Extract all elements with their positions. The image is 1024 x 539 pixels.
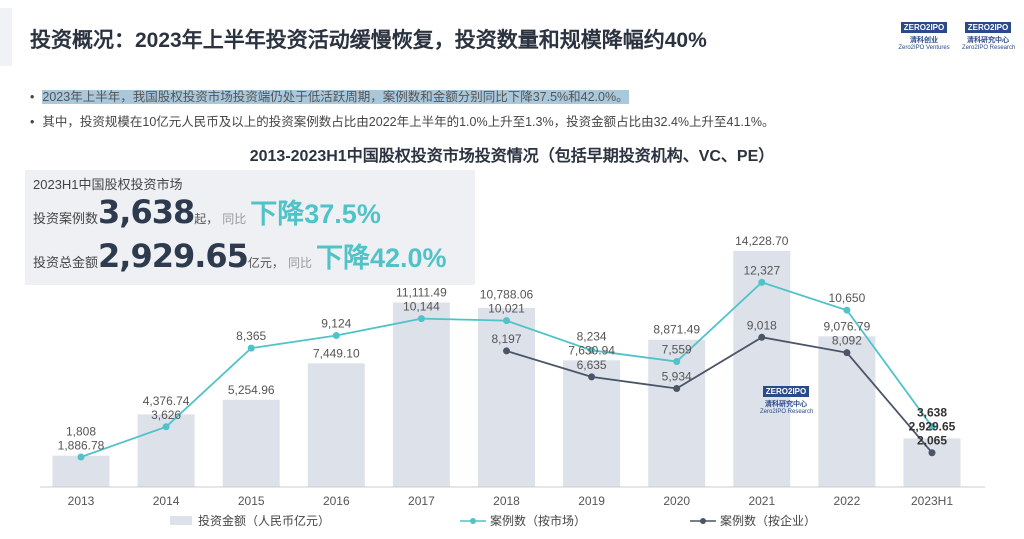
- x-tick-label: 2017: [408, 494, 435, 508]
- bar-value-label: 7,630.94: [568, 343, 615, 357]
- market-count-label: 8,234: [577, 329, 607, 343]
- bar-2013: [52, 455, 110, 487]
- point-series-1: [928, 423, 936, 431]
- point-series-1: [503, 317, 510, 325]
- point-series-2: [758, 333, 766, 341]
- bar-value-label: 10,788.06: [480, 288, 534, 302]
- bar-value-label: 14,228.70: [735, 234, 789, 248]
- chart-title: 2013-2023H1中国股权投资市场投资情况（包括早期投资机构、VC、PE）: [249, 148, 775, 165]
- bar-2015: [222, 399, 280, 487]
- x-tick-label: 2015: [238, 494, 265, 508]
- point-series-1: [588, 346, 596, 354]
- legend-bar: 投资金额（人民币亿元）: [170, 512, 330, 529]
- x-tick-label: 2019: [578, 494, 605, 508]
- bar-value-label: 1,886.78: [58, 439, 105, 453]
- point-series-1: [77, 453, 85, 461]
- bar-value-label: 7,449.10: [313, 346, 360, 360]
- bar-2019: [563, 360, 621, 487]
- point-series-1: [417, 315, 425, 323]
- enterprise-count-label: 9,018: [747, 318, 777, 332]
- bar-2023H1: [903, 438, 961, 487]
- bar-value-label: 5,254.96: [228, 383, 275, 397]
- panel-heading: 2023H1中国股权投资市场: [33, 177, 183, 192]
- line-series-2: [506, 336, 933, 454]
- x-tick-label: 2014: [153, 494, 180, 508]
- point-series-1: [673, 358, 681, 366]
- market-count-label: 10,021: [488, 302, 525, 316]
- market-count-label: 10,144: [403, 300, 440, 314]
- market-count-label: 3,626: [151, 408, 181, 422]
- x-tick-label: 2021: [748, 494, 775, 508]
- bar-value-label: 4,376.74: [143, 394, 190, 408]
- bar-2021: [733, 250, 791, 487]
- summary-panel: 2023H1中国股权投资市场 投资案例数3,638起， 同比 下降37.5% 投资总…: [25, 170, 475, 285]
- legend-enterprise: 案例数（按企业）: [690, 512, 816, 529]
- enterprise-count-label: 8,197: [491, 332, 521, 346]
- market-count-label: 12,327: [743, 263, 780, 277]
- point-series-1: [843, 306, 851, 314]
- point-series-2: [503, 347, 510, 355]
- enterprise-count-label: 5,934: [662, 369, 692, 383]
- point-series-2: [673, 384, 681, 392]
- point-series-2: [843, 349, 851, 357]
- logo-zero2ipo-ventures: ZERO2IPO 清科创业 Zero2IPO Ventures: [898, 22, 950, 51]
- point-series-2: [588, 373, 596, 381]
- bar-2017: [392, 302, 450, 487]
- page-title: 投资概况：2023年上半年投资活动缓慢恢复，投资数量和规模降幅约40%: [30, 29, 707, 52]
- enterprise-count-label: 8,092: [832, 334, 862, 348]
- market-count-label: 8,365: [236, 329, 266, 343]
- x-tick-label: 2018: [493, 494, 520, 508]
- bar-2016: [307, 363, 365, 487]
- bullet-1: • 2023年上半年，我国股权投资市场投资端仍处于低活跃周期，案例数和金额分别同比…: [30, 90, 629, 104]
- bar-value-label: 2,929.65: [909, 420, 956, 434]
- market-count-label: 7,559: [662, 343, 692, 357]
- market-count-label: 9,124: [321, 317, 351, 331]
- point-series-1: [758, 278, 766, 286]
- logo-zero2ipo-research: ZERO2IPO 清科研究中心 Zero2IPO Research: [962, 22, 1016, 51]
- deal-amount-row: 投资总金额2,929.65亿元， 同比 下降42.0%: [33, 237, 447, 275]
- market-count-label: 1,808: [66, 425, 96, 439]
- point-series-1: [332, 332, 340, 340]
- title-accent: [0, 8, 12, 66]
- bullet-2: • 其中，投资规模在10亿元人民币及以上的投资案例数占比由2022年上半年的1.0…: [30, 115, 775, 129]
- bar-value-label: 8,871.49: [653, 323, 700, 337]
- x-tick-label: 2020: [663, 494, 690, 508]
- x-tick-label: 2023H1: [911, 494, 953, 508]
- market-count-label: 3,638: [917, 406, 947, 420]
- legend-market: 案例数（按市场）: [460, 512, 586, 529]
- bar-value-label: 11,111.49: [396, 286, 447, 300]
- x-tick-label: 2016: [323, 494, 350, 508]
- x-tick-label: 2013: [68, 494, 95, 508]
- bar-2018: [478, 307, 535, 487]
- deal-count-row: 投资案例数3,638起， 同比 下降37.5%: [33, 193, 381, 231]
- point-series-2: [928, 449, 936, 457]
- point-series-1: [162, 423, 170, 431]
- market-count-label: 10,650: [829, 291, 866, 305]
- watermark-logo: ZERO2IPO 清科研究中心 Zero2IPO Research: [760, 386, 814, 415]
- x-tick-label: 2022: [834, 494, 861, 508]
- bar-value-label: 9,076.79: [824, 319, 871, 333]
- point-series-1: [247, 344, 255, 352]
- enterprise-count-label: 2,065: [917, 434, 947, 448]
- enterprise-count-label: 6,635: [577, 358, 607, 372]
- bar-2022: [818, 336, 876, 487]
